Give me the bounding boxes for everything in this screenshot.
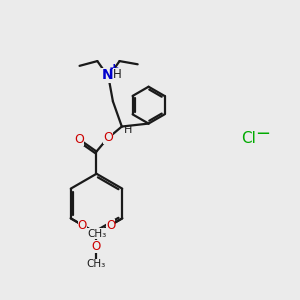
- Text: +: +: [109, 62, 120, 75]
- Text: −: −: [255, 125, 270, 143]
- Text: CH₃: CH₃: [87, 259, 106, 269]
- Text: CH₃: CH₃: [88, 229, 107, 239]
- Text: CH₃: CH₃: [86, 229, 105, 239]
- Text: O: O: [78, 218, 87, 232]
- Text: O: O: [103, 131, 113, 144]
- Text: O: O: [106, 218, 115, 232]
- Text: O: O: [92, 240, 101, 253]
- Text: O: O: [74, 133, 84, 146]
- Text: H: H: [113, 68, 122, 81]
- Text: H: H: [124, 125, 133, 135]
- Text: N: N: [102, 68, 113, 83]
- Text: Cl: Cl: [241, 130, 256, 146]
